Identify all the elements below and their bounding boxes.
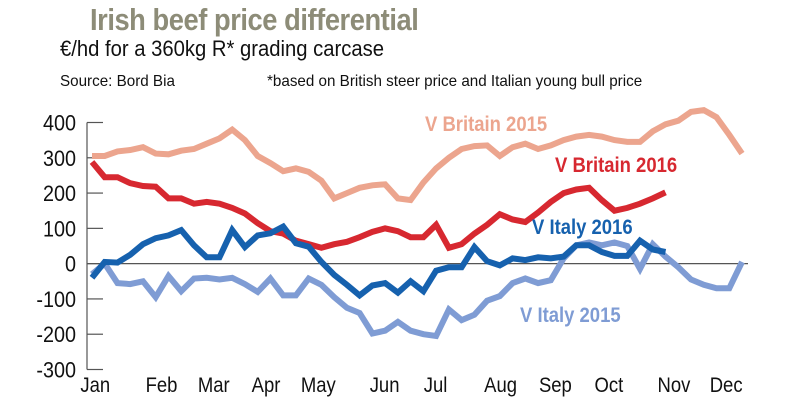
x-tick-label: Jan [80, 374, 110, 397]
chart-subtitle: €/hd for a 360kg R* grading carcase [60, 36, 385, 61]
x-tick-label: Jun [370, 374, 400, 397]
y-tick-label: 100 [43, 217, 76, 241]
series-labels: V Britain 2015 V Britain 2016 V Italy 2016… [425, 113, 677, 327]
y-tick-label: 0 [65, 253, 76, 277]
series-line-v-britain-2016 [89, 160, 667, 252]
y-tick-label: 400 [43, 112, 76, 136]
footnote: *based on British steer price and Italia… [267, 73, 643, 90]
series-line-v-italy-2015 [90, 239, 745, 340]
x-tick-label: Aug [484, 374, 517, 397]
x-tick-label: May [301, 374, 336, 397]
x-tick-label: Feb [146, 374, 178, 397]
y-tick-label: 300 [43, 147, 76, 171]
x-tick-label: Mar [198, 374, 230, 397]
x-tick-label: Dec [710, 374, 743, 397]
y-tick-label: -200 [36, 323, 76, 347]
series-lines [89, 106, 745, 340]
y-tick-label: 200 [43, 182, 76, 206]
x-tick-label: Jul [424, 374, 448, 397]
chart-title: Irish beef price differential [90, 2, 419, 37]
x-tick-label: Apr [252, 374, 281, 397]
y-tick-label: -100 [36, 288, 76, 312]
series-label-v-britain-2016: V Britain 2016 [555, 154, 677, 177]
series-label-v-italy-2015: V Italy 2015 [520, 304, 621, 327]
source-note: Source: Bord Bia [60, 73, 175, 90]
x-tick-label: Nov [657, 374, 690, 397]
series-line-v-italy-2016 [89, 222, 667, 300]
series-line-v-britain-2015 [92, 106, 745, 204]
y-tick-label: -300 [36, 359, 76, 383]
x-tick-label: Sep [539, 374, 572, 397]
series-label-v-britain-2015: V Britain 2015 [425, 113, 547, 136]
series-label-v-italy-2016: V Italy 2016 [532, 216, 633, 239]
x-tick-label: Oct [595, 374, 624, 397]
